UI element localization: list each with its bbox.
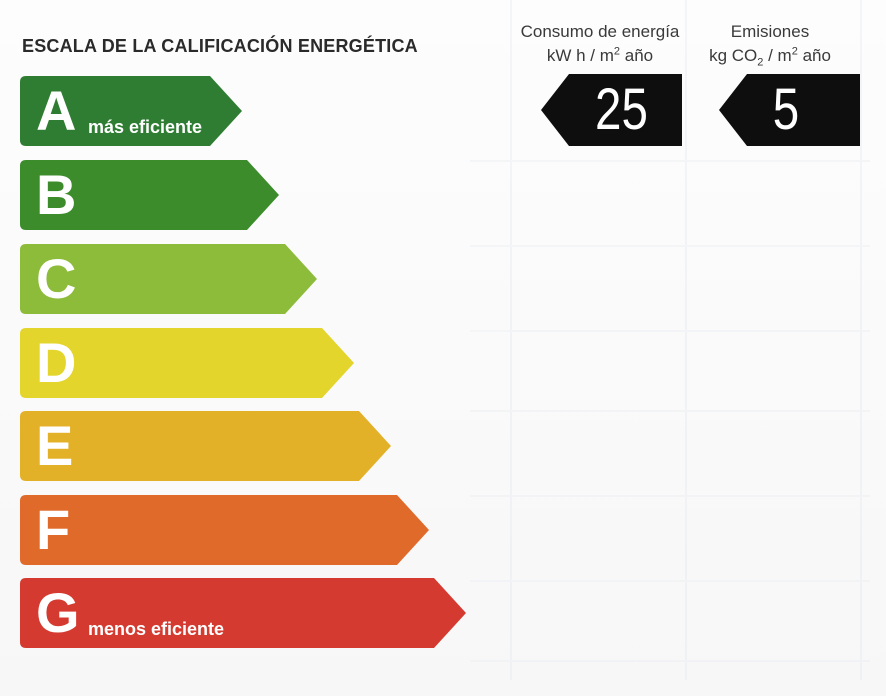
- rating-letter: A: [36, 79, 77, 142]
- arrow-shape: [20, 244, 317, 314]
- arrow-shape: [20, 160, 279, 230]
- rating-arrow-f: F: [20, 495, 429, 565]
- rating-arrow-c: C: [20, 244, 317, 314]
- arrow-shape: [20, 76, 242, 146]
- consumo-label: Consumo de energía: [520, 22, 680, 41]
- arrow-shape: [20, 328, 354, 398]
- emisiones-unit: kg CO2 / m2 año: [709, 45, 831, 69]
- rating-arrow-d: D: [20, 328, 354, 398]
- scale-title: ESCALA DE LA CALIFICACIÓN ENERGÉTICA: [22, 36, 418, 56]
- background-form-grid: [470, 0, 870, 680]
- emisiones-value: 5: [772, 77, 800, 142]
- rating-caption: más eficiente: [88, 117, 203, 137]
- arrow-shape: [20, 578, 466, 648]
- consumo-unit: kW h / m2 año: [546, 45, 654, 65]
- indicator-shape: [541, 74, 682, 146]
- consumo-value: 25: [595, 77, 648, 142]
- emisiones-value-indicator: 5: [719, 74, 860, 146]
- arrow-shape: [20, 495, 429, 565]
- consumo-value-indicator: 25: [541, 74, 682, 146]
- rating-letter: E: [36, 414, 74, 477]
- indicator-shape: [719, 74, 860, 146]
- rating-letter: D: [36, 331, 77, 394]
- rating-caption: menos eficiente: [88, 619, 225, 639]
- rating-arrow-g: G menos eficiente: [20, 578, 466, 648]
- rating-arrow-b: B: [20, 160, 279, 230]
- arrow-shape: [20, 411, 391, 481]
- rating-arrow-a: A más eficiente: [20, 76, 242, 146]
- rating-letter: C: [36, 247, 77, 310]
- rating-letter: F: [36, 498, 71, 561]
- emisiones-header: Emisiones kg CO2 / m2 año: [690, 20, 850, 68]
- emisiones-label: Emisiones: [730, 22, 810, 41]
- rating-arrow-e: E: [20, 411, 391, 481]
- rating-letter: G: [36, 581, 80, 644]
- rating-letter: B: [36, 163, 77, 226]
- consumo-header: Consumo de energía kW h / m2 año: [505, 20, 695, 68]
